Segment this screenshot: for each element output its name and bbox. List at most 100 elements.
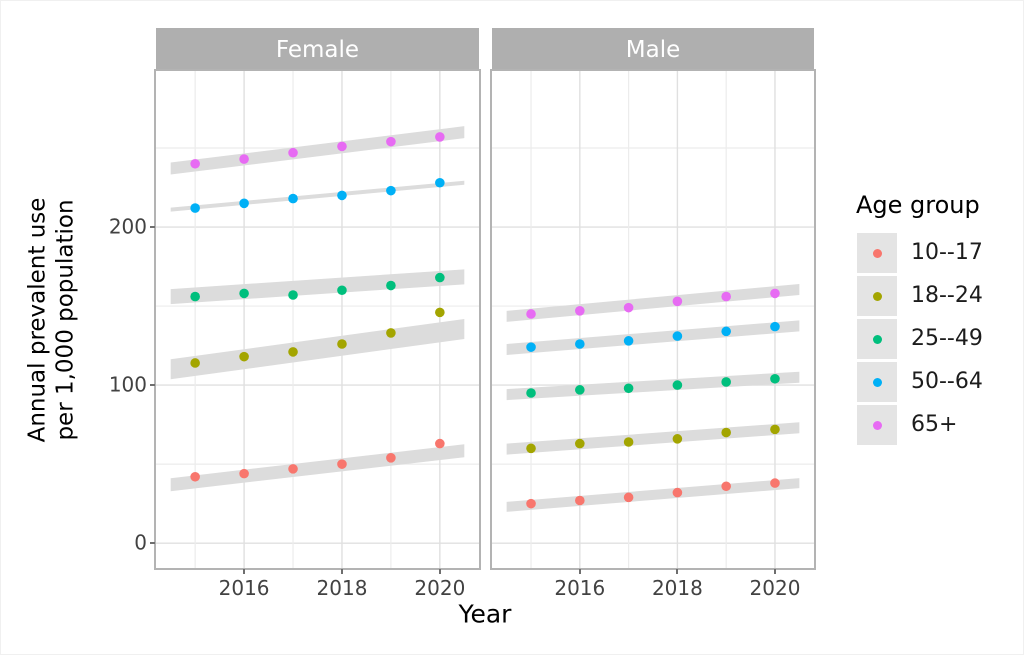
- trend-band: [506, 478, 800, 512]
- x-tick-mark: [676, 569, 679, 574]
- legend-label: 18--24: [911, 283, 983, 308]
- data-point: [190, 291, 200, 302]
- trend-band: [170, 180, 465, 212]
- data-point: [239, 288, 249, 299]
- data-point: [288, 193, 298, 204]
- legend-point-icon: [873, 378, 882, 387]
- data-point: [672, 380, 683, 390]
- data-point: [337, 190, 347, 201]
- legend-point-icon: [873, 335, 882, 344]
- data-point: [721, 326, 731, 337]
- data-point: [721, 291, 731, 302]
- data-point: [337, 285, 347, 296]
- x-tick-mark: [243, 569, 246, 574]
- data-point: [190, 358, 200, 368]
- data-point: [526, 498, 536, 509]
- x-tick-mark: [438, 569, 441, 574]
- plot-area-female: [156, 71, 479, 568]
- data-point: [770, 424, 780, 435]
- data-point: [190, 471, 200, 482]
- x-tick-label: 2020: [749, 576, 801, 600]
- data-point: [623, 437, 634, 447]
- data-point: [386, 453, 396, 463]
- data-point: [623, 302, 634, 313]
- data-point: [239, 154, 249, 164]
- x-tick-mark: [773, 569, 776, 574]
- data-point: [435, 307, 445, 318]
- legend-label: 10--17: [911, 240, 983, 265]
- x-tick-label: 2020: [414, 576, 466, 600]
- data-point: [623, 383, 634, 394]
- data-point: [770, 373, 780, 384]
- data-point: [288, 347, 298, 357]
- trend-band: [170, 269, 465, 305]
- data-point: [435, 132, 445, 142]
- legend-label: 50--64: [911, 369, 983, 394]
- data-point: [721, 427, 731, 438]
- data-point: [526, 309, 536, 319]
- trend-band: [170, 444, 465, 492]
- y-axis: 0 100 200: [1, 71, 156, 568]
- y-tick-label: 100: [108, 372, 147, 397]
- legend-key: [857, 319, 897, 359]
- facet-label-female: Female: [275, 36, 360, 63]
- data-point: [575, 339, 585, 349]
- y-tick-mark: [150, 542, 155, 545]
- data-point: [337, 339, 347, 349]
- legend-key: [857, 405, 897, 445]
- x-tick-label: 2016: [218, 576, 270, 600]
- y-tick-label: 200: [108, 214, 147, 239]
- data-point: [288, 147, 298, 158]
- x-axis-female: 2016 2018 2020: [156, 568, 479, 613]
- data-point: [575, 495, 585, 506]
- data-point: [526, 388, 536, 398]
- data-point: [288, 290, 298, 300]
- data-point: [386, 280, 396, 291]
- data-point: [526, 342, 536, 352]
- legend-key: [857, 276, 897, 316]
- data-point: [721, 377, 731, 387]
- data-point: [770, 321, 780, 332]
- data-point: [386, 136, 396, 147]
- data-point: [386, 328, 396, 338]
- data-point: [239, 468, 249, 479]
- data-point: [575, 306, 585, 316]
- facet-label-male: Male: [625, 36, 681, 63]
- data-point: [288, 464, 298, 474]
- data-point: [623, 492, 634, 503]
- x-tick-label: 2018: [651, 576, 703, 600]
- data-point: [386, 185, 396, 196]
- x-tick-mark: [578, 569, 581, 574]
- data-point: [770, 288, 780, 299]
- legend-point-icon: [873, 421, 882, 430]
- legend-point-icon: [873, 292, 882, 301]
- legend-item: 65+: [846, 405, 1023, 445]
- panel-female: [154, 69, 481, 570]
- data-point: [721, 481, 731, 492]
- data-point: [435, 438, 445, 449]
- legend-item: 25--49: [846, 319, 1023, 359]
- legend-title: Age group: [856, 191, 980, 219]
- panel-male: [490, 69, 816, 570]
- plot-area-male: [492, 71, 814, 568]
- data-point: [672, 487, 683, 498]
- x-tick-label: 2018: [316, 576, 368, 600]
- legend-label: 25--49: [911, 326, 983, 351]
- data-point: [239, 198, 249, 209]
- legend-item: 18--24: [846, 276, 1023, 316]
- data-point: [435, 272, 445, 283]
- trend-band: [170, 126, 465, 175]
- legend-item: 50--64: [846, 362, 1023, 402]
- data-point: [190, 158, 200, 169]
- data-point: [672, 296, 683, 307]
- x-tick-mark: [340, 569, 343, 574]
- data-point: [337, 141, 347, 152]
- legend-point-icon: [873, 249, 882, 258]
- trend-band: [506, 422, 800, 455]
- legend-item: 10--17: [846, 233, 1023, 273]
- data-point: [526, 443, 536, 454]
- data-point: [575, 438, 585, 449]
- y-tick-mark: [150, 384, 155, 387]
- data-point: [770, 478, 780, 488]
